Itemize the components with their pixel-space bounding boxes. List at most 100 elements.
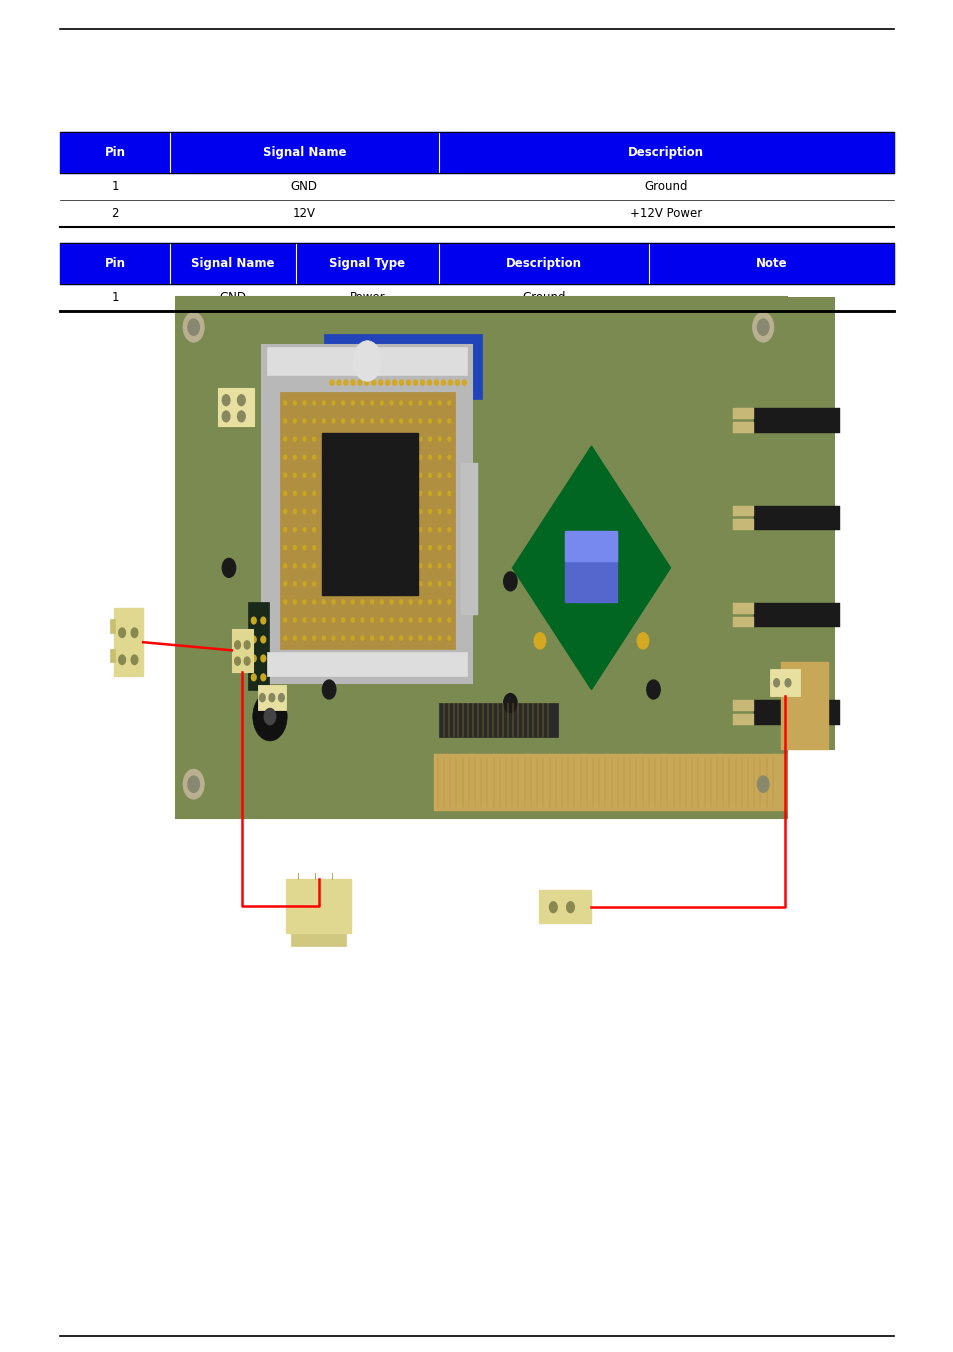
Text: 2: 2 — [112, 207, 118, 220]
Circle shape — [303, 473, 306, 477]
Text: Ground: Ground — [644, 180, 687, 193]
Circle shape — [380, 419, 383, 423]
Circle shape — [437, 637, 440, 641]
Circle shape — [409, 510, 412, 514]
Circle shape — [390, 419, 393, 423]
Circle shape — [409, 456, 412, 460]
Circle shape — [448, 618, 451, 622]
Circle shape — [303, 581, 306, 585]
Circle shape — [341, 473, 344, 477]
Circle shape — [428, 618, 431, 622]
Circle shape — [427, 360, 431, 365]
Circle shape — [244, 657, 250, 665]
Circle shape — [294, 564, 296, 568]
Circle shape — [284, 564, 286, 568]
Circle shape — [371, 637, 374, 641]
Circle shape — [385, 380, 389, 385]
Circle shape — [448, 546, 451, 550]
Circle shape — [313, 456, 315, 460]
Bar — [232, 629, 253, 672]
Bar — [176, 297, 786, 818]
Circle shape — [332, 473, 335, 477]
Circle shape — [534, 633, 545, 649]
Circle shape — [322, 510, 325, 514]
Circle shape — [390, 491, 393, 495]
Circle shape — [284, 637, 286, 641]
Circle shape — [332, 618, 335, 622]
Circle shape — [330, 360, 334, 365]
Circle shape — [448, 600, 451, 604]
Bar — [279, 392, 455, 649]
Circle shape — [332, 637, 335, 641]
Circle shape — [371, 419, 374, 423]
Circle shape — [261, 656, 265, 662]
Circle shape — [222, 558, 235, 577]
Circle shape — [437, 437, 440, 441]
Circle shape — [322, 680, 335, 699]
Circle shape — [434, 380, 437, 385]
Circle shape — [390, 473, 393, 477]
Circle shape — [322, 637, 325, 641]
Circle shape — [332, 437, 335, 441]
Circle shape — [406, 360, 410, 365]
Circle shape — [414, 360, 417, 365]
Circle shape — [371, 437, 374, 441]
Circle shape — [399, 527, 402, 531]
Circle shape — [371, 473, 374, 477]
Circle shape — [360, 491, 363, 495]
Bar — [564, 534, 617, 602]
Text: 1: 1 — [112, 180, 118, 193]
Circle shape — [364, 360, 368, 365]
Circle shape — [503, 572, 517, 591]
Circle shape — [183, 312, 204, 342]
Circle shape — [351, 618, 354, 622]
Circle shape — [332, 456, 335, 460]
Circle shape — [360, 402, 363, 406]
Circle shape — [448, 510, 451, 514]
Circle shape — [399, 546, 402, 550]
Bar — [538, 890, 591, 923]
Bar — [114, 608, 143, 676]
Circle shape — [390, 402, 393, 406]
Circle shape — [399, 360, 403, 365]
Circle shape — [390, 527, 393, 531]
Circle shape — [303, 527, 306, 531]
Circle shape — [437, 600, 440, 604]
Circle shape — [448, 402, 451, 406]
Circle shape — [132, 627, 138, 638]
Circle shape — [244, 641, 250, 649]
Circle shape — [341, 564, 344, 568]
Circle shape — [322, 546, 325, 550]
Circle shape — [399, 402, 402, 406]
Bar — [732, 603, 753, 614]
Circle shape — [332, 581, 335, 585]
Circle shape — [380, 546, 383, 550]
Circle shape — [380, 402, 383, 406]
Bar — [217, 388, 253, 426]
Circle shape — [332, 564, 335, 568]
Circle shape — [448, 581, 451, 585]
Circle shape — [322, 564, 325, 568]
Circle shape — [399, 380, 403, 385]
Circle shape — [448, 527, 451, 531]
Circle shape — [351, 546, 354, 550]
Circle shape — [332, 510, 335, 514]
Bar — [248, 602, 269, 690]
Circle shape — [418, 510, 421, 514]
Circle shape — [437, 419, 440, 423]
Circle shape — [380, 618, 383, 622]
Circle shape — [360, 473, 363, 477]
Circle shape — [341, 618, 344, 622]
Circle shape — [341, 600, 344, 604]
Circle shape — [351, 491, 354, 495]
Text: Pin: Pin — [104, 146, 126, 160]
Circle shape — [380, 491, 383, 495]
Circle shape — [353, 341, 381, 381]
Circle shape — [284, 618, 286, 622]
Circle shape — [437, 527, 440, 531]
Circle shape — [351, 402, 354, 406]
Text: GND: GND — [291, 180, 317, 193]
Circle shape — [752, 769, 773, 799]
Circle shape — [752, 312, 773, 342]
Circle shape — [284, 419, 286, 423]
